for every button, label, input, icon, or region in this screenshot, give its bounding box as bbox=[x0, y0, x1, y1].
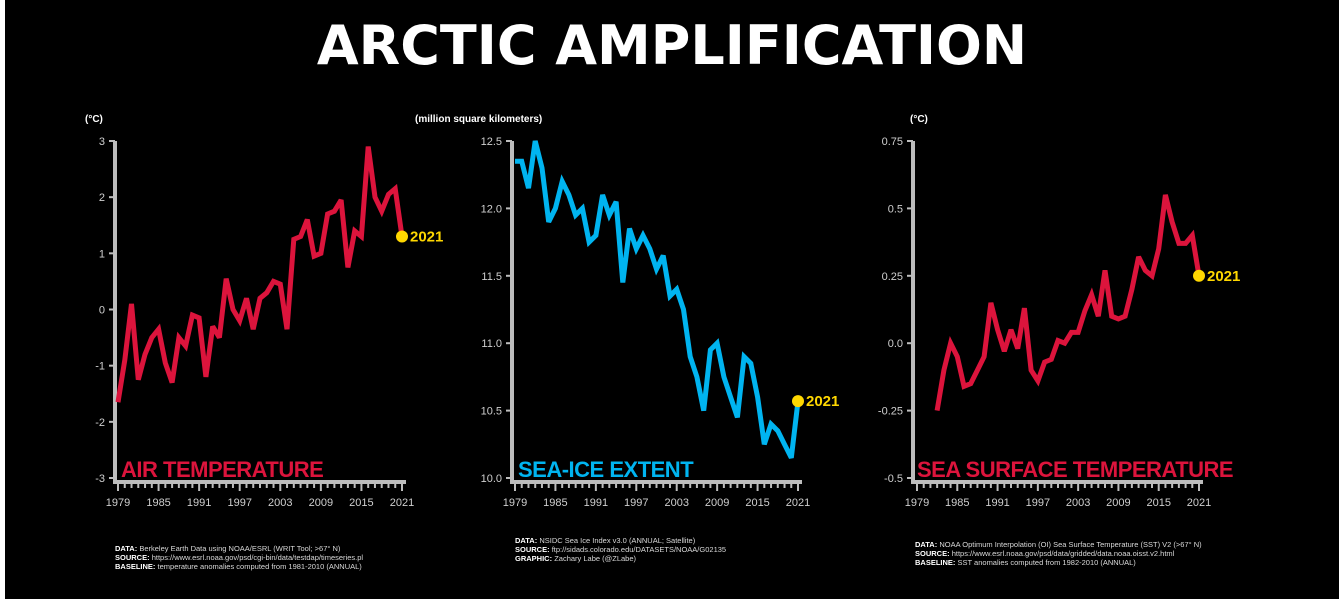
y-tick-label: 0 bbox=[99, 305, 105, 317]
notes-sea-surface-temperature: DATA: NOAA Optimum Interpolation (OI) Se… bbox=[915, 540, 1202, 567]
y-tick-label: 0.25 bbox=[882, 271, 903, 283]
x-tick-label: 2003 bbox=[1066, 497, 1090, 509]
highlight-label: 2021 bbox=[410, 228, 443, 245]
highlight-point bbox=[1193, 269, 1205, 282]
figure-canvas: ARCTIC AMPLIFICATION 3 2 1 0 -1 -2 -3 1979 1985 1… bbox=[5, 0, 1339, 599]
notes-sea-ice-extent: DATA: NSIDC Sea Ice Index v3.0 (ANNUAL; … bbox=[515, 536, 726, 563]
series-line bbox=[115, 146, 405, 403]
note-line: GRAPHIC: Zachary Labe (@ZLabe) bbox=[515, 554, 637, 563]
x-tick-label: 2003 bbox=[664, 497, 688, 509]
highlight-point bbox=[792, 395, 804, 408]
y-tick-label: -2 bbox=[95, 417, 105, 429]
x-tick-label: 1985 bbox=[543, 497, 567, 509]
x-tick-label: 1985 bbox=[945, 497, 969, 509]
note-line: SOURCE: https://www.esrl.noaa.gov/psd/da… bbox=[915, 549, 1175, 558]
y-tick-label: 0.75 bbox=[882, 136, 903, 148]
series-line bbox=[515, 140, 801, 459]
notes-air-temperature: DATA: Berkeley Earth Data using NOAA/ESR… bbox=[115, 544, 363, 571]
y-tick-label: 1 bbox=[99, 248, 105, 260]
y-tick-label: 2 bbox=[99, 192, 105, 204]
y-tick-label: 10.0 bbox=[481, 473, 502, 485]
y-axis-unit-label: (°C) bbox=[910, 114, 928, 125]
x-tick-label: 2003 bbox=[268, 497, 292, 509]
y-axis-unit-label: (million square kilometers) bbox=[415, 114, 542, 125]
x-tick-label: 2021 bbox=[1187, 497, 1211, 509]
x-tick-label: 2009 bbox=[309, 497, 333, 509]
x-tick-label: 2021 bbox=[390, 497, 414, 509]
y-tick-label: 11.5 bbox=[481, 271, 502, 283]
series-line bbox=[934, 194, 1202, 412]
x-tick-label: 1991 bbox=[584, 497, 608, 509]
panel-title: SEA-ICE EXTENT bbox=[518, 457, 694, 482]
x-tick-label: 2015 bbox=[745, 497, 769, 509]
y-tick-label: -3 bbox=[95, 473, 105, 485]
x-tick-label: 1979 bbox=[503, 497, 527, 509]
x-tick-label: 2021 bbox=[786, 497, 810, 509]
y-tick-label: 0.0 bbox=[888, 338, 903, 350]
x-tick-label: 1997 bbox=[624, 497, 648, 509]
note-line: SOURCE: https://www.esrl.noaa.gov/psd/cg… bbox=[115, 553, 364, 562]
main-title: ARCTIC AMPLIFICATION bbox=[316, 14, 1028, 77]
x-tick-label: 1997 bbox=[227, 497, 251, 509]
y-tick-label: -1 bbox=[95, 361, 105, 373]
y-tick-label: 10.5 bbox=[481, 406, 502, 418]
y-tick-label: -0.25 bbox=[878, 406, 903, 418]
note-line: DATA: Berkeley Earth Data using NOAA/ESR… bbox=[115, 544, 341, 553]
y-tick-label: 0.5 bbox=[888, 203, 903, 215]
x-tick-label: 1985 bbox=[146, 497, 170, 509]
x-tick-label: 1979 bbox=[106, 497, 130, 509]
y-tick-label: 11.0 bbox=[481, 338, 502, 350]
x-tick-label: 1997 bbox=[1026, 497, 1050, 509]
note-line: DATA: NSIDC Sea Ice Index v3.0 (ANNUAL; … bbox=[515, 536, 696, 545]
highlight-label: 2021 bbox=[1207, 268, 1240, 285]
note-line: SOURCE: ftp://sidads.colorado.edu/DATASE… bbox=[515, 545, 727, 554]
x-tick-label: 2015 bbox=[1146, 497, 1170, 509]
x-tick-label: 1979 bbox=[905, 497, 929, 509]
y-tick-label: 12.5 bbox=[481, 136, 502, 148]
x-tick-label: 1991 bbox=[187, 497, 211, 509]
x-tick-label: 2015 bbox=[349, 497, 373, 509]
highlight-point bbox=[396, 230, 408, 243]
y-tick-label: 12.0 bbox=[481, 203, 502, 215]
x-tick-label: 1991 bbox=[985, 497, 1009, 509]
x-tick-label: 2009 bbox=[1106, 497, 1130, 509]
highlight-label: 2021 bbox=[806, 393, 839, 410]
panel-title: AIR TEMPERATURE bbox=[121, 457, 323, 482]
panel-title: SEA SURFACE TEMPERATURE bbox=[917, 457, 1233, 482]
y-axis-unit-label: (°C) bbox=[85, 114, 103, 125]
y-tick-label: -0.5 bbox=[884, 473, 903, 485]
note-line: DATA: NOAA Optimum Interpolation (OI) Se… bbox=[915, 540, 1202, 549]
note-line: BASELINE: SST anomalies computed from 19… bbox=[915, 558, 1136, 567]
note-line: BASELINE: temperature anomalies computed… bbox=[115, 562, 362, 571]
y-tick-label: 3 bbox=[99, 136, 105, 148]
x-tick-label: 2009 bbox=[705, 497, 729, 509]
